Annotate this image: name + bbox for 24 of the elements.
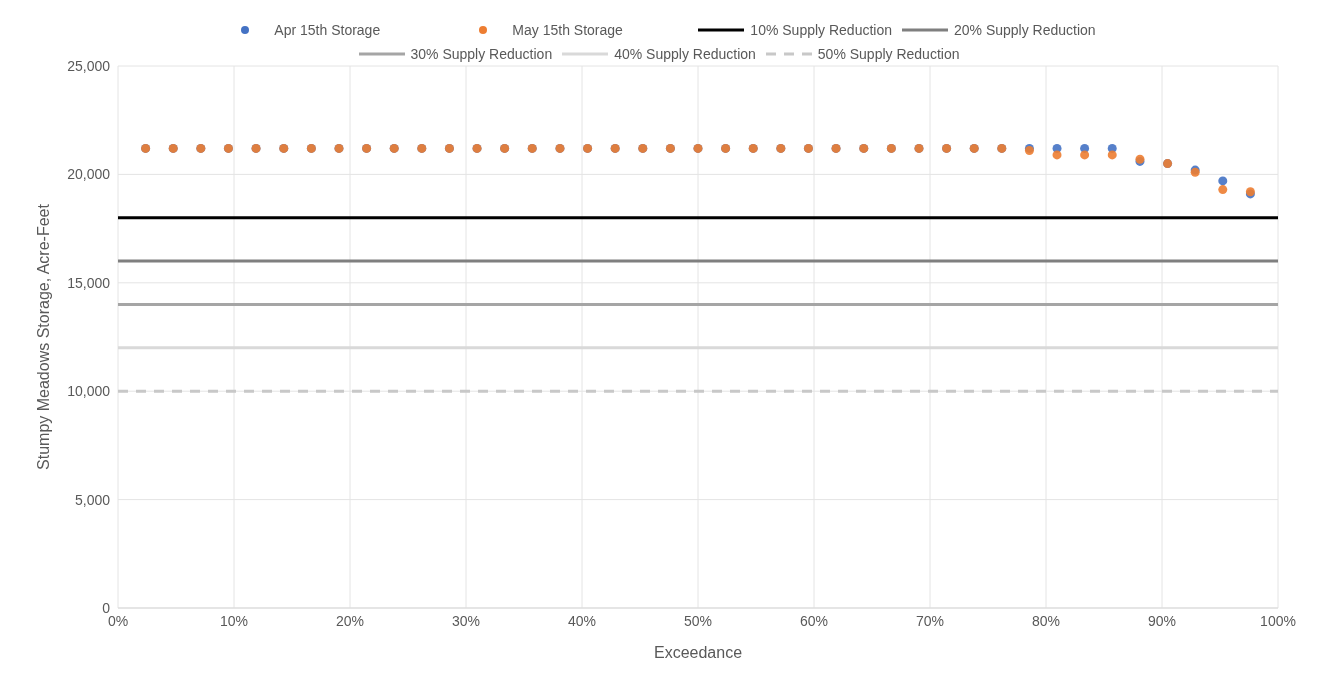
x-tick-label: 30% <box>451 612 481 629</box>
x-tick-label: 20% <box>335 612 365 629</box>
y-axis-title: Stumpy Meadows Storage, Acre-Feet <box>34 203 52 470</box>
x-tick-label: 90% <box>1147 612 1177 629</box>
y-tick-label: 5,000 <box>74 491 111 508</box>
legend-label: 10% Supply Reduction <box>750 22 892 38</box>
x-tick-label: 10% <box>219 612 249 629</box>
x-tick-label: 80% <box>1031 612 1061 629</box>
y-tick-label: 20,000 <box>67 166 111 183</box>
x-tick-label: 100% <box>1260 612 1296 629</box>
x-tick-label: 60% <box>799 612 829 629</box>
legend-label: 50% Supply Reduction <box>817 46 960 62</box>
y-tick-label: 10,000 <box>67 383 111 400</box>
x-tick-label: 40% <box>567 612 597 629</box>
legend-label: 40% Supply Reduction <box>614 46 756 62</box>
x-axis-title: Exceedance <box>653 644 743 661</box>
x-tick-label: 70% <box>915 612 945 629</box>
y-tick-label: 25,000 <box>67 57 111 74</box>
legend-label: May 15th Storage <box>512 22 623 38</box>
y-tick-label: 15,000 <box>67 274 111 291</box>
legend-label: 30% Supply Reduction <box>410 46 553 62</box>
legend-label: Apr 15th Storage <box>274 22 381 38</box>
legend-label: 20% Supply Reduction <box>954 22 1096 38</box>
x-tick-label: 50% <box>683 612 713 629</box>
